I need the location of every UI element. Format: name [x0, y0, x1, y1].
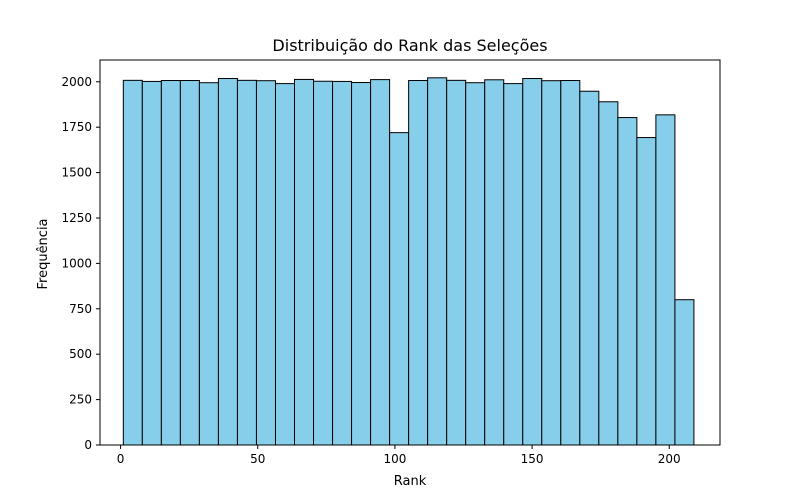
- chart-title: Distribuição do Rank das Seleções: [272, 36, 547, 55]
- x-axis-label: Rank: [394, 474, 427, 489]
- histogram-bar-18: [446, 79, 467, 446]
- histogram-bar-29: [655, 114, 676, 446]
- x-tick-label: 0: [117, 452, 125, 466]
- y-tick-label: 1250: [61, 211, 92, 225]
- histogram-bar-3: [160, 80, 181, 446]
- histogram-bar-23: [541, 80, 562, 446]
- y-tick-label: 750: [69, 302, 92, 316]
- histogram-bar-4: [179, 80, 200, 446]
- histogram-bar-14: [370, 79, 391, 446]
- histogram-bar-6: [217, 78, 238, 446]
- histogram-bar-19: [465, 82, 486, 446]
- histogram-bar-2: [141, 80, 162, 446]
- histogram-bar-20: [484, 79, 505, 446]
- y-ticks-group: 0 250 500 750 1000 1250 1500 1750 2000: [61, 75, 100, 452]
- y-tick-label: 0: [84, 438, 92, 452]
- histogram-bar-10: [294, 78, 315, 446]
- x-tick-label: 150: [521, 452, 544, 466]
- histogram-bar-11: [313, 80, 334, 446]
- y-tick-label: 1000: [61, 256, 92, 270]
- bars-group: [122, 77, 695, 446]
- histogram-bar-25: [579, 90, 600, 446]
- histogram-bar-15: [389, 132, 410, 446]
- histogram-bar-30: [674, 299, 695, 446]
- histogram-bar-21: [503, 83, 524, 446]
- histogram-bar-28: [636, 137, 657, 446]
- y-tick-label: 1750: [61, 120, 92, 134]
- y-tick-label: 250: [69, 393, 92, 407]
- histogram-bar-1: [122, 79, 143, 446]
- y-tick-label: 1500: [61, 166, 92, 180]
- histogram-bar-13: [351, 82, 372, 446]
- histogram-bar-26: [598, 101, 619, 446]
- histogram-bar-8: [255, 80, 276, 446]
- histogram-bar-12: [332, 80, 353, 446]
- y-tick-label: 500: [69, 347, 92, 361]
- histogram-bar-24: [560, 80, 581, 446]
- x-tick-label: 100: [383, 452, 406, 466]
- histogram-bar-7: [236, 79, 257, 446]
- histogram-bar-5: [198, 82, 219, 446]
- histogram-bar-16: [408, 80, 429, 446]
- x-tick-label: 200: [658, 452, 681, 466]
- x-ticks-group: 0 50 100 150 200: [117, 445, 681, 466]
- histogram-bar-9: [274, 83, 296, 446]
- histogram-bar-22: [522, 78, 543, 446]
- histogram-bar-27: [617, 117, 638, 446]
- plot-frame: [99, 59, 721, 446]
- y-tick-label: 2000: [61, 75, 92, 89]
- histogram-bar-17: [427, 77, 448, 446]
- x-tick-label: 50: [250, 452, 265, 466]
- y-axis-label: Frequência: [36, 218, 51, 289]
